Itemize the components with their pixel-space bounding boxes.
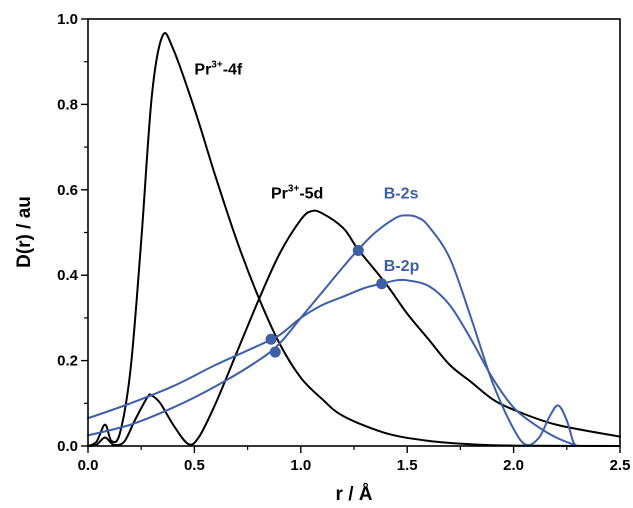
y-axis-title: D(r) / au [14, 196, 35, 268]
x-axis-title: r / Å [336, 484, 373, 505]
intersection-marker-1 [265, 333, 277, 345]
intersection-marker-2 [269, 346, 281, 358]
x-tick-label: 2.5 [610, 457, 631, 474]
intersection-marker-3 [352, 244, 364, 256]
x-tick-label: 1.0 [290, 457, 311, 474]
marker-layer [265, 244, 388, 358]
y-tick-label: 0.0 [57, 438, 78, 455]
x-tick-label: 0.5 [184, 457, 205, 474]
series-line-b-2p [87, 278, 579, 447]
series-label-b-2s: B-2s [384, 185, 419, 202]
plot-frame [87, 18, 621, 447]
x-tick-label: 2.0 [503, 457, 524, 474]
tick-layer: 0.0 0.5 1.0 1.5 2.0 2.5 0.0 0.2 0.4 0.6 0.8 1.0 [57, 11, 630, 474]
series-line-pr-4f [87, 32, 621, 447]
x-tick-label: 1.5 [397, 457, 418, 474]
y-tick-label: 0.6 [57, 182, 78, 199]
y-tick-label: 0.4 [57, 267, 79, 284]
y-tick-label: 0.2 [57, 353, 78, 370]
series-line-pr-5d [87, 209, 621, 447]
label-layer: Pr3+-4f Pr3+-5d B-2s B-2p [194, 60, 419, 275]
series-line-b-2s [87, 214, 579, 447]
y-tick-label: 1.0 [57, 11, 78, 28]
series-label-pr-5d: Pr3+-5d [271, 183, 323, 202]
intersection-marker-4 [376, 278, 388, 290]
x-tick-label: 0.0 [78, 457, 99, 474]
series-label-b-2p: B-2p [384, 258, 420, 275]
series-layer [87, 32, 621, 447]
y-tick-label: 0.8 [57, 96, 78, 113]
series-label-pr-4f: Pr3+-4f [194, 60, 243, 79]
